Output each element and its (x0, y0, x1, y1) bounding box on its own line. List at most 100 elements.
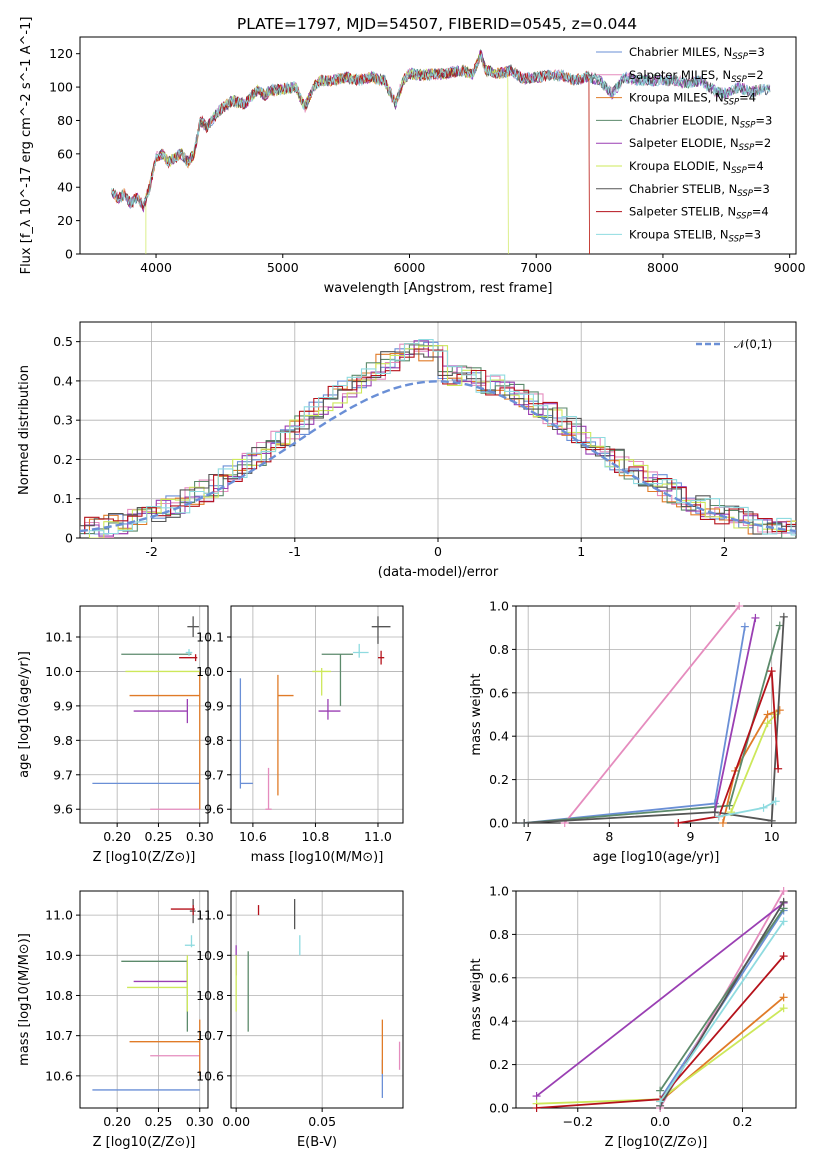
x-tick-label: -1 (289, 544, 301, 559)
axes-frame (79, 605, 209, 824)
weight-line (536, 902, 785, 1097)
x-axis-label: Z [log10(Z/Z⊙)] (93, 850, 196, 865)
x-tick-label: 0.0 (650, 1114, 670, 1129)
y-tick-label: 9.6 (53, 802, 73, 817)
panel-mass_vs_Z: 0.20 0.25 0.30 10.6 10.7 10.8 10.9 11.0 Z [log10… (17, 890, 214, 1150)
y-tick-label: 9.7 (53, 767, 73, 782)
y-tick-label: 0.2 (489, 772, 509, 787)
y-axis-label: age [log10(age/yr)] (17, 651, 32, 778)
x-tick-label: 7000 (520, 260, 552, 275)
y-axis-label: mass weight (469, 673, 484, 755)
panel-spectrum: 4000 5000 6000 7000 8000 9000 0 20 40 60 80 100 120 w… (19, 17, 806, 296)
x-tick-label: 0.20 (103, 829, 131, 844)
x-axis-label: wavelength [Angstrom, rest frame] (324, 281, 553, 296)
panel-weight_vs_Z: −0.2 0.0 0.2 0.0 0.2 0.4 0.6 0.8 1.0 Z [log10(Z/Z… (469, 884, 797, 1150)
x-tick-label: 6000 (394, 260, 426, 275)
histogram-step (80, 351, 796, 535)
legend-label: Chabrier MILES, NSSP=3 (629, 45, 765, 62)
spectrum-line (111, 50, 590, 254)
y-tick-label: 0.5 (53, 334, 73, 349)
y-tick-label: 80 (57, 113, 73, 128)
y-tick-label: 120 (49, 46, 73, 61)
y-tick-label: 0.3 (53, 413, 73, 428)
y-tick-label: 0.4 (489, 1014, 509, 1029)
y-tick-label: 10.6 (45, 1068, 73, 1083)
x-tick-label: 10.6 (239, 829, 267, 844)
y-tick-label: 11.0 (45, 908, 73, 923)
weight-line (678, 670, 779, 823)
y-tick-label: 0.6 (489, 685, 509, 700)
x-tick-label: −0.2 (563, 1114, 593, 1129)
histogram-step (88, 339, 796, 536)
y-tick-label: 20 (57, 213, 73, 228)
axes-frame (79, 321, 797, 539)
y-tick-label: 0.6 (489, 970, 509, 985)
y-axis-label: mass [log10(M/M⊙)] (17, 933, 32, 1066)
y-tick-label: 40 (57, 180, 73, 195)
y-tick-label: 1.0 (489, 884, 509, 899)
axes-frame (79, 890, 209, 1109)
x-tick-label: 9000 (774, 260, 806, 275)
y-axis-label: Flux [f_λ 10^-17 erg cm^-2 s^-1 A^-1] (19, 17, 34, 275)
x-tick-label: 1 (577, 544, 585, 559)
weight-line (659, 920, 785, 1103)
x-tick-label: -2 (145, 544, 157, 559)
y-tick-label: 0 (65, 247, 73, 262)
legend-label: Kroupa STELIB, NSSP=3 (629, 227, 761, 244)
y-tick-label: 10.8 (196, 988, 224, 1003)
panel-age_vs_mass: 10.6 10.8 11.0 9.6 9.7 9.8 9.9 10.0 10.1 mass [lo… (196, 605, 404, 865)
x-tick-label: 7 (524, 829, 532, 844)
y-axis-label: mass weight (469, 958, 484, 1040)
weight-line (524, 626, 746, 823)
figure-title: PLATE=1797, MJD=54507, FIBERID=0545, z=0… (237, 15, 637, 33)
x-axis-label: E(B-V) (297, 1135, 337, 1150)
legend-label: 𝒩(0,1) (734, 337, 772, 351)
axes-frame (515, 605, 797, 824)
y-tick-label: 11.0 (196, 908, 224, 923)
x-tick-label: 9 (687, 829, 695, 844)
legend-label: Kroupa ELODIE, NSSP=4 (629, 159, 764, 176)
y-tick-label: 9.9 (204, 698, 224, 713)
panel-residuals: -2 -1 0 1 2 0 0.1 0.2 0.3 0.4 0.5 (data-model)/erro… (17, 321, 797, 580)
y-tick-label: 10.7 (196, 1028, 224, 1043)
axes-frame (230, 605, 404, 824)
y-tick-label: 9.8 (53, 733, 73, 748)
x-tick-label: 0.05 (308, 1114, 336, 1129)
y-tick-label: 10.9 (196, 948, 224, 963)
y-tick-label: 0.8 (489, 927, 509, 942)
y-tick-label: 0.2 (53, 452, 73, 467)
weight-line (524, 616, 785, 823)
weight-line (659, 907, 785, 1092)
panel-age_vs_Z: 0.20 0.25 0.30 9.6 9.7 9.8 9.9 10.0 10.1 Z [log10… (17, 605, 214, 865)
x-tick-label: 0.30 (186, 829, 214, 844)
spectrum-line (111, 53, 771, 208)
legend-label: Chabrier STELIB, NSSP=3 (629, 182, 770, 199)
legend-label: Salpeter STELIB, NSSP=4 (629, 205, 769, 222)
y-tick-label: 9.7 (204, 767, 224, 782)
y-tick-label: 10.0 (45, 664, 73, 679)
x-tick-label: 5000 (267, 260, 299, 275)
x-tick-label: 0.20 (103, 1114, 131, 1129)
x-tick-label: 8 (605, 829, 613, 844)
y-tick-label: 10.0 (196, 664, 224, 679)
x-tick-label: 10.8 (302, 829, 330, 844)
y-axis-label: Normed distribution (17, 365, 32, 495)
x-tick-label: 11.0 (364, 829, 392, 844)
x-axis-label: Z [log10(Z/Z⊙)] (93, 1135, 196, 1150)
y-tick-label: 10.1 (45, 630, 73, 645)
legend-label: Salpeter MILES, NSSP=2 (629, 68, 764, 85)
y-tick-label: 10.8 (45, 988, 73, 1003)
y-tick-label: 9.8 (204, 733, 224, 748)
y-tick-label: 10.9 (45, 948, 73, 963)
panel-weight_vs_age: 7 8 9 10 0.0 0.2 0.4 0.6 0.8 1.0 age [log10(age/yr… (469, 599, 797, 865)
y-tick-label: 0.0 (489, 816, 509, 831)
axes-frame (79, 36, 797, 255)
x-tick-label: 0 (434, 544, 442, 559)
x-axis-label: age [log10(age/yr)] (593, 850, 720, 865)
x-tick-label: 8000 (647, 260, 679, 275)
axes-frame (230, 890, 404, 1109)
y-tick-label: 10.1 (196, 630, 224, 645)
y-tick-label: 0.1 (53, 491, 73, 506)
y-tick-label: 0.4 (489, 729, 509, 744)
x-axis-label: mass [log10(M/M⊙)] (251, 850, 384, 865)
